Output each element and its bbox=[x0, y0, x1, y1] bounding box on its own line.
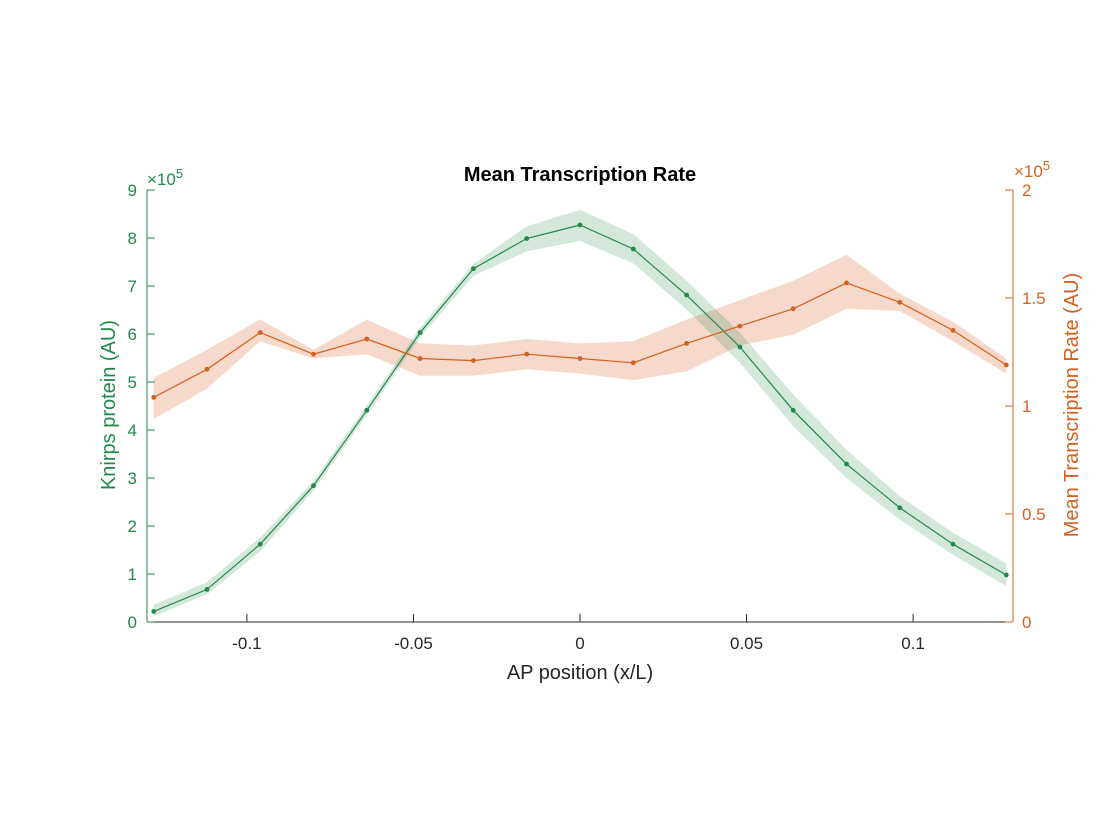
point-right-axis-series bbox=[790, 306, 796, 312]
point-right-axis-series bbox=[1003, 362, 1009, 368]
y-left-tick-label: 3 bbox=[128, 469, 137, 488]
point-right-axis-series bbox=[364, 336, 370, 342]
left-axis-multiplier: ×105 bbox=[147, 166, 183, 189]
point-left-axis-series bbox=[577, 222, 583, 228]
band-right-axis-series bbox=[153, 254, 1007, 419]
x-tick-label: 0.05 bbox=[730, 634, 763, 653]
y-axis-label-right: Mean Transcription Rate (AU) bbox=[1061, 273, 1083, 538]
point-right-axis-series bbox=[151, 395, 157, 400]
point-left-axis-series bbox=[417, 330, 423, 335]
point-left-axis-series bbox=[790, 407, 796, 413]
x-tick-label: 0 bbox=[575, 634, 584, 653]
point-right-axis-series bbox=[950, 328, 956, 333]
point-right-axis-series bbox=[844, 280, 849, 286]
left-multiplier-exponent: 5 bbox=[176, 166, 183, 181]
right-axis-multiplier: ×105 bbox=[1014, 158, 1050, 181]
point-left-axis-series bbox=[897, 505, 903, 511]
confidence-bands bbox=[153, 209, 1007, 617]
right-multiplier-exponent: 5 bbox=[1043, 158, 1050, 173]
right-multiplier-base: ×10 bbox=[1014, 162, 1043, 181]
point-right-axis-series bbox=[204, 366, 210, 372]
axes: -0.1 -0.05 0 0.05 0.1 0 1 2 3 4 5 6 7 8 9 0 0.5 1 1.5 2 bbox=[128, 181, 1046, 653]
point-right-axis-series bbox=[311, 351, 316, 357]
point-right-axis-series bbox=[524, 351, 530, 357]
x-tick-label: -0.1 bbox=[232, 634, 261, 653]
y-left-tick-label: 7 bbox=[128, 277, 137, 296]
y-left-tick-label: 1 bbox=[128, 565, 137, 584]
y-left-tick-label: 6 bbox=[128, 325, 137, 344]
point-left-axis-series bbox=[151, 609, 157, 614]
svg-text:×105: ×105 bbox=[1014, 158, 1050, 181]
y-left-tick-label: 5 bbox=[128, 373, 137, 392]
point-left-axis-series bbox=[311, 483, 316, 489]
point-right-axis-series bbox=[630, 360, 636, 366]
point-left-axis-series bbox=[524, 236, 530, 241]
point-right-axis-series bbox=[684, 341, 689, 346]
y-right-tick-label: 2 bbox=[1022, 181, 1031, 200]
point-left-axis-series bbox=[844, 461, 849, 467]
y-right-tick-label: 1 bbox=[1022, 397, 1031, 416]
y-left-tick-label: 9 bbox=[128, 181, 137, 200]
series-points bbox=[151, 222, 1009, 614]
y-right-tick-label: 0.5 bbox=[1022, 505, 1046, 524]
point-left-axis-series bbox=[257, 541, 263, 547]
point-left-axis-series bbox=[204, 587, 210, 592]
y-left-tick-label: 0 bbox=[128, 613, 137, 632]
y-right-tick-label: 0 bbox=[1022, 613, 1031, 632]
x-tick-label: 0.1 bbox=[901, 634, 925, 653]
svg-text:×105: ×105 bbox=[147, 166, 183, 189]
point-right-axis-series bbox=[471, 358, 476, 363]
y-right-tick-label: 1.5 bbox=[1022, 289, 1046, 308]
x-tick-label: -0.05 bbox=[394, 634, 433, 653]
point-right-axis-series bbox=[897, 299, 903, 305]
point-left-axis-series bbox=[364, 407, 370, 413]
point-left-axis-series bbox=[471, 266, 476, 272]
point-left-axis-series bbox=[737, 344, 743, 350]
y-left-tick-label: 8 bbox=[128, 229, 137, 248]
point-left-axis-series bbox=[630, 246, 636, 252]
left-multiplier-base: ×10 bbox=[147, 170, 176, 189]
chart-title: Mean Transcription Rate bbox=[464, 164, 696, 186]
y-left-tick-label: 2 bbox=[128, 517, 137, 536]
point-right-axis-series bbox=[737, 323, 743, 329]
point-left-axis-series bbox=[1003, 572, 1009, 578]
x-axis-label: AP position (x/L) bbox=[507, 662, 653, 684]
point-left-axis-series bbox=[684, 292, 689, 298]
point-right-axis-series bbox=[257, 330, 263, 335]
point-left-axis-series bbox=[950, 541, 956, 547]
y-axis-label-left: Knirps protein (AU) bbox=[98, 320, 120, 490]
y-left-tick-label: 4 bbox=[128, 421, 137, 440]
point-right-axis-series bbox=[417, 356, 423, 361]
point-right-axis-series bbox=[577, 356, 583, 361]
